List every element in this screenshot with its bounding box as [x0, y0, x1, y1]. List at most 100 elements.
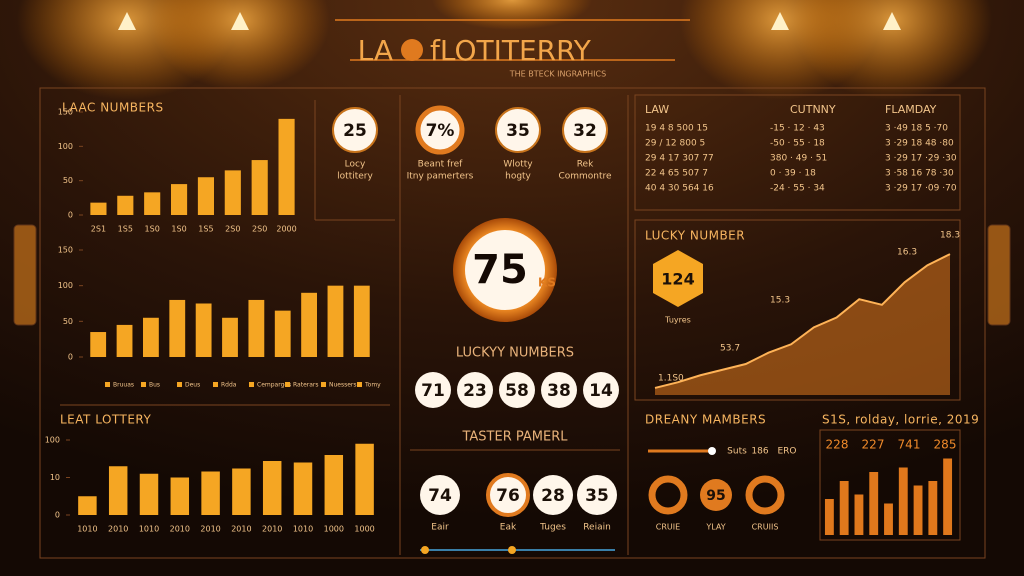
y-tick-label: 0 — [68, 211, 73, 220]
bar — [222, 317, 238, 357]
bar — [262, 461, 282, 515]
title-right: fLOTITERRY — [430, 34, 592, 67]
table-cell: 29 4 17 307 77 — [645, 154, 714, 164]
chart-title: LEAT LOTTERY — [60, 413, 151, 427]
donut — [745, 475, 785, 515]
bar — [869, 472, 879, 535]
bar — [854, 494, 864, 535]
stat-label: Rek — [577, 160, 594, 170]
chart-title: LUCKY NUMBER — [645, 229, 745, 243]
x-tick-label: 1S5 — [198, 225, 213, 234]
annotation: 18.3 — [940, 231, 960, 241]
ball-label: Tuges — [539, 523, 566, 533]
lights — [17, 0, 992, 100]
stat-value: 32 — [573, 121, 597, 141]
ball-label: Eak — [500, 523, 517, 533]
ball — [415, 372, 451, 408]
table-cell: -50 · 55 · 18 — [770, 139, 825, 149]
x-tick-label: 1000 — [354, 525, 374, 534]
y-tick-label: 100 — [58, 142, 73, 151]
x-tick-label: 1010 — [293, 525, 313, 534]
table-cell: 3 ·58 16 78 ·30 — [885, 169, 954, 179]
x-tick-label: 1000 — [324, 525, 344, 534]
bar — [232, 468, 251, 515]
bar — [143, 317, 159, 357]
stat-circle — [415, 105, 465, 155]
bar — [78, 496, 97, 515]
area — [655, 254, 950, 395]
value-label: 228 — [826, 438, 849, 452]
hex-label: Tuyres — [664, 316, 691, 325]
stat-label: Beant fref — [418, 160, 464, 170]
y-tick-label: 0 — [68, 353, 73, 362]
legend-swatch — [105, 382, 110, 387]
bar — [108, 466, 128, 515]
hexagon — [653, 250, 703, 307]
y-tick-label: 100 — [45, 436, 60, 445]
big-number: 75 — [472, 247, 528, 293]
bar — [824, 499, 834, 535]
x-tick-label: 1S5 — [118, 225, 133, 234]
hex-value: 124 — [661, 270, 694, 289]
table-cell: 19 4 8 500 15 — [645, 124, 708, 134]
legend-swatch — [213, 382, 218, 387]
x-tick-label: 2000 — [276, 225, 296, 234]
ball-number: 76 — [496, 486, 520, 506]
value-label: 227 — [862, 438, 885, 452]
ball — [533, 475, 573, 515]
legend-swatch — [285, 382, 290, 387]
x-tick-label: 2S0 — [252, 225, 267, 234]
frame — [13, 19, 1011, 559]
stat-label: Commontre — [558, 172, 612, 182]
bar — [884, 503, 893, 535]
stat-label: Itny pamerters — [407, 172, 474, 182]
y-tick-label: 150 — [58, 108, 73, 117]
legend-swatch — [357, 382, 362, 387]
section-title: DREANY MAMBERS — [645, 413, 766, 427]
ball-number: 23 — [463, 381, 487, 401]
annotation: 16.3 — [897, 248, 917, 258]
column-header: CUTNNY — [790, 103, 836, 116]
bar — [195, 303, 212, 357]
table-cell: 0 · 39 · 18 — [770, 169, 816, 179]
table-cell: 3 ·29 17 ·09 ·70 — [885, 184, 957, 194]
legend-swatch — [321, 382, 326, 387]
slider-label: 186 — [751, 447, 768, 457]
bar — [248, 299, 265, 357]
x-tick-label: 1010 — [77, 525, 97, 534]
bar — [90, 332, 107, 357]
legend-label: Tomy — [364, 382, 381, 389]
title-left: LA — [358, 34, 393, 67]
slider-label: Suts — [727, 447, 747, 457]
table-cell: 3 ·49 18 5 ·70 — [885, 124, 948, 134]
slider-knob — [708, 447, 716, 455]
ball-number: 35 — [585, 486, 609, 506]
bar — [898, 467, 908, 535]
legend-label: Cemparges — [257, 382, 291, 389]
legend-label: Raterars — [293, 382, 319, 389]
donut-label: CRUIE — [656, 523, 680, 532]
x-tick-label: 2010 — [108, 525, 128, 534]
bar — [327, 285, 344, 357]
y-tick-label: 50 — [63, 317, 73, 326]
value-label: 741 — [898, 438, 921, 452]
column-header: FLAMDAY — [885, 103, 937, 116]
ball-label: Reiain — [583, 523, 611, 533]
y-tick-label: 10 — [50, 473, 60, 482]
ball-number: 28 — [541, 486, 565, 506]
y-tick-label: 150 — [58, 246, 73, 255]
donut-label: CRUIIS — [752, 523, 779, 532]
legend-label: Deus — [185, 382, 200, 389]
bar — [353, 285, 370, 357]
slider-knob — [508, 546, 516, 554]
stat-circle — [562, 107, 608, 153]
table-cell: -24 · 55 · 34 — [770, 184, 825, 194]
y-tick-label: 50 — [63, 176, 73, 185]
x-tick-label: 2010 — [231, 525, 251, 534]
ball-number: 38 — [547, 381, 571, 401]
annotation: 53.7 — [720, 344, 740, 354]
bar — [170, 477, 190, 515]
subtitle: THE BTECK INGRAPHICS — [509, 70, 606, 79]
chart-title: LAAC NUMBERS — [62, 101, 164, 115]
bar — [169, 299, 186, 357]
